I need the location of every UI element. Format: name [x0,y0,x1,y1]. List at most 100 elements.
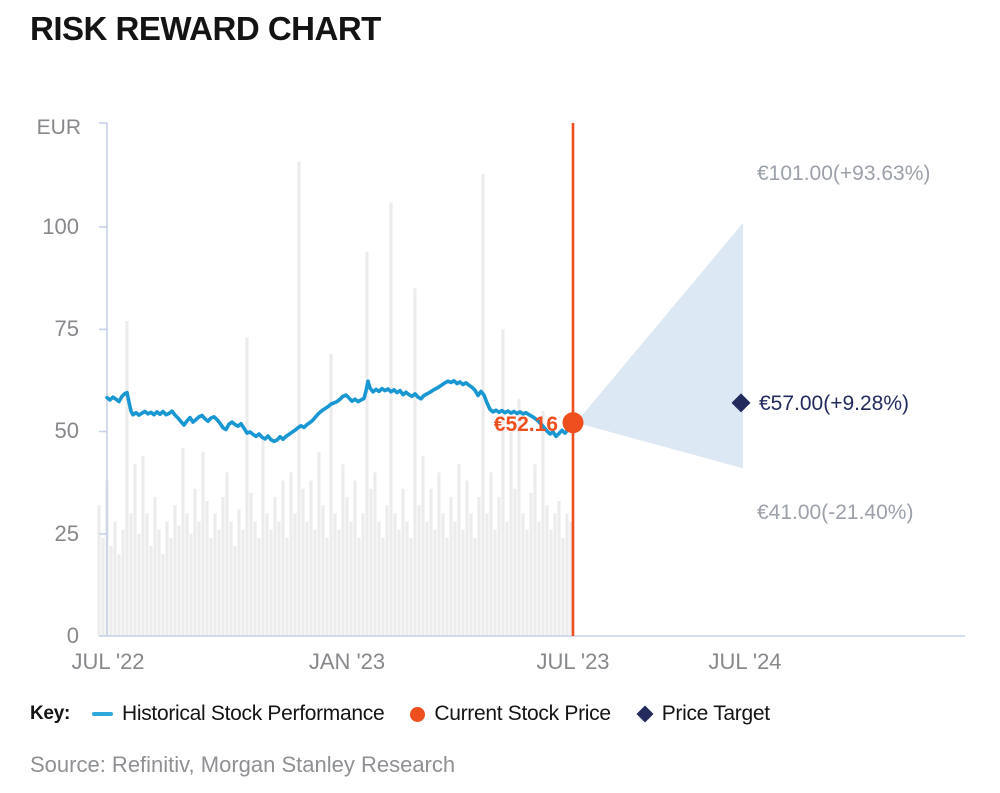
volume-bar [437,472,441,636]
volume-bar [469,513,473,636]
volume-bar [509,431,513,636]
volume-bar [461,529,465,636]
volume-bar [177,525,181,636]
volume-bar [569,521,573,636]
volume-bar [501,329,505,636]
volume-bar [533,464,537,636]
price-target-diamond [731,393,751,413]
volume-bar [553,513,557,636]
volume-bar [185,513,189,636]
volume-bar [473,537,477,636]
forecast-cone-group [576,222,743,469]
volume-bar [181,447,185,636]
volume-bar [421,456,425,636]
volume-bar [541,411,545,636]
y-tick-label-50: 50 [55,418,79,443]
volume-bar [317,451,321,636]
volume-bar [125,321,129,636]
y-tick-label-75: 75 [55,316,79,341]
volume-bar [417,505,421,636]
volume-bar [145,513,149,636]
volume-bar [517,398,521,636]
x-tick-label-jul24: JUL '24 [708,649,781,674]
volume-bar [113,521,117,636]
volume-bar [321,505,325,636]
volume-bar [269,529,273,636]
volume-bar [453,521,457,636]
volume-bar [353,480,357,636]
volume-bar [489,472,493,636]
volume-bar [485,513,489,636]
volume-bar [309,480,313,636]
volume-bar [229,521,233,636]
x-tick-label-jan23: JAN '23 [309,649,385,674]
volume-bar [341,464,345,636]
historical-stock-line [105,378,575,444]
volume-bar [101,537,105,636]
volume-bar [157,529,161,636]
volume-bar [381,537,385,636]
volume-bar [401,488,405,636]
volume-bar [153,496,157,636]
volume-bar [497,496,501,636]
legend-item-historical: Historical Stock Performance [91,702,385,726]
legend-key-label: Key: [30,703,70,724]
volume-bar [505,521,509,636]
volume-bar [361,513,365,636]
legend-item-price-target: Price Target [636,702,770,726]
volume-bar [305,521,309,636]
volume-bar [169,537,173,636]
volume-bar [281,480,285,636]
volume-bar [109,546,113,636]
volume-bar [249,492,253,636]
x-tick-label-jul22: JUL '22 [71,649,144,674]
volume-bar [265,513,269,636]
volume-bar [429,488,433,636]
historical-line-group [105,378,575,444]
diamond-icon [636,705,654,723]
volume-bar [297,161,301,636]
volume-bar [213,513,217,636]
dot-icon [410,706,426,722]
y-tick-label-0: 0 [67,623,79,648]
volume-bar [245,337,249,636]
legend-item-label: Historical Stock Performance [121,702,385,725]
legend-item-label: Price Target [661,702,770,725]
volume-bar [365,251,369,637]
legend-item-label: Current Stock Price [434,702,611,725]
volume-bar [121,529,125,636]
volume-bar [205,501,209,636]
volume-bar [129,513,133,636]
volume-bar [293,513,297,636]
line-dash-icon [91,712,113,716]
volume-bar [349,521,353,636]
volume-bar [97,505,101,636]
volume-bar [173,505,177,636]
page-title: RISK REWARD CHART [30,10,381,47]
volume-bar [165,521,169,636]
volume-bar [301,488,305,636]
x-tick-label-jul23: JUL '23 [536,649,609,674]
volume-bar [441,513,445,636]
volume-bar [413,288,417,636]
volume-bar [561,537,565,636]
bear-case-label: €41.00(-21.40%) [757,501,913,524]
volume-bar [197,521,201,636]
volume-bar [313,529,317,636]
volume-bar [285,537,289,636]
y-axis-unit-label: EUR [37,116,81,139]
volume-bar [189,533,193,636]
risk-reward-chart: EUR 100 75 50 25 0 JUL '22 JAN '23 JUL '… [37,116,965,674]
volume-bar [133,464,137,636]
volume-bar [337,529,341,636]
volume-bar [425,521,429,636]
volume-bar [433,529,437,636]
legend-item-current-price: Current Stock Price [410,702,611,726]
volume-bar [345,496,349,636]
volume-bar [513,488,517,636]
volume-bar [161,554,165,636]
volume-bar [233,546,237,636]
markers-group [562,393,751,434]
volume-bar [149,546,153,636]
volume-bar [277,521,281,636]
